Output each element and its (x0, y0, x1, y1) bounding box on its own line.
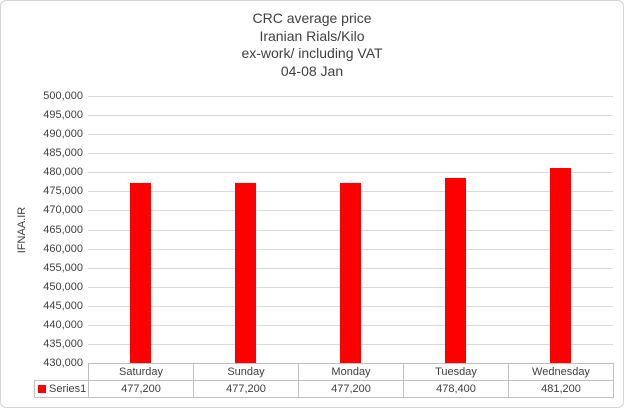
table-header-cell: Wednesday (508, 363, 614, 381)
chart-data-table: Saturday Sunday Monday Tuesday Wednesday Ser… (34, 363, 614, 398)
y-tick-label: 430,000 (43, 357, 83, 369)
bar-wednesday (550, 167, 571, 363)
y-tick-label: 435,000 (43, 337, 83, 350)
bar-saturday (130, 183, 151, 363)
y-tick-label: 455,000 (43, 261, 83, 274)
bar-sunday (235, 183, 256, 363)
chart-title-line-3: ex-work/ including VAT (241, 45, 383, 61)
gridline (88, 96, 613, 97)
gridline (88, 134, 613, 136)
table-corner-cell (35, 364, 89, 381)
gridline (88, 172, 613, 174)
bar-monday (340, 183, 361, 363)
y-tick-label: 500,000 (43, 90, 83, 102)
legend-label: Series1 (49, 383, 87, 395)
y-tick-label: 480,000 (43, 166, 83, 179)
y-tick-label: 470,000 (43, 204, 83, 217)
table-value-cell: 477,200 (298, 380, 404, 398)
y-tick-label: 445,000 (43, 299, 83, 312)
bar-tuesday (445, 178, 466, 363)
chart-title: CRC average price Iranian Rials/Kilo ex-… (1, 10, 623, 80)
y-tick-label: 485,000 (43, 147, 83, 160)
chart-title-line-2: Iranian Rials/Kilo (259, 27, 365, 44)
table-header-cell: Saturday (88, 363, 194, 381)
table-value-row: Series1 477,200 477,200 477,200 478,400 481,2… (34, 380, 614, 398)
y-tick-label: 490,000 (43, 128, 83, 141)
y-tick-label: 440,000 (43, 318, 83, 331)
table-header-cell: Sunday (193, 363, 299, 381)
table-value-cell: 477,200 (193, 380, 299, 398)
y-tick-label: 450,000 (43, 280, 83, 293)
y-axis-ticks: 500,000 495,000 490,000 485,000 480,000 475,0… (1, 90, 85, 369)
plot-area (88, 96, 613, 364)
gridline (88, 153, 613, 155)
table-value-cell: 477,200 (88, 380, 194, 398)
table-header-cell: Monday (298, 363, 404, 381)
chart-title-line-4: 04-08 Jan (280, 62, 344, 79)
y-tick-label: 460,000 (43, 242, 83, 255)
chart-title-line-1: CRC average price (252, 10, 372, 26)
table-header-cell: Tuesday (403, 363, 509, 381)
table-value-cell: 478,400 (403, 380, 509, 398)
table-value-cell: 481,200 (508, 380, 614, 398)
gridline (88, 115, 613, 117)
y-tick-label: 475,000 (43, 185, 83, 198)
y-tick-label: 495,000 (43, 109, 83, 122)
legend-swatch-icon (38, 385, 46, 393)
y-tick-label: 465,000 (43, 223, 83, 236)
legend-cell: Series1 (34, 380, 89, 398)
table-header-row: Saturday Sunday Monday Tuesday Wednesday (35, 363, 614, 381)
